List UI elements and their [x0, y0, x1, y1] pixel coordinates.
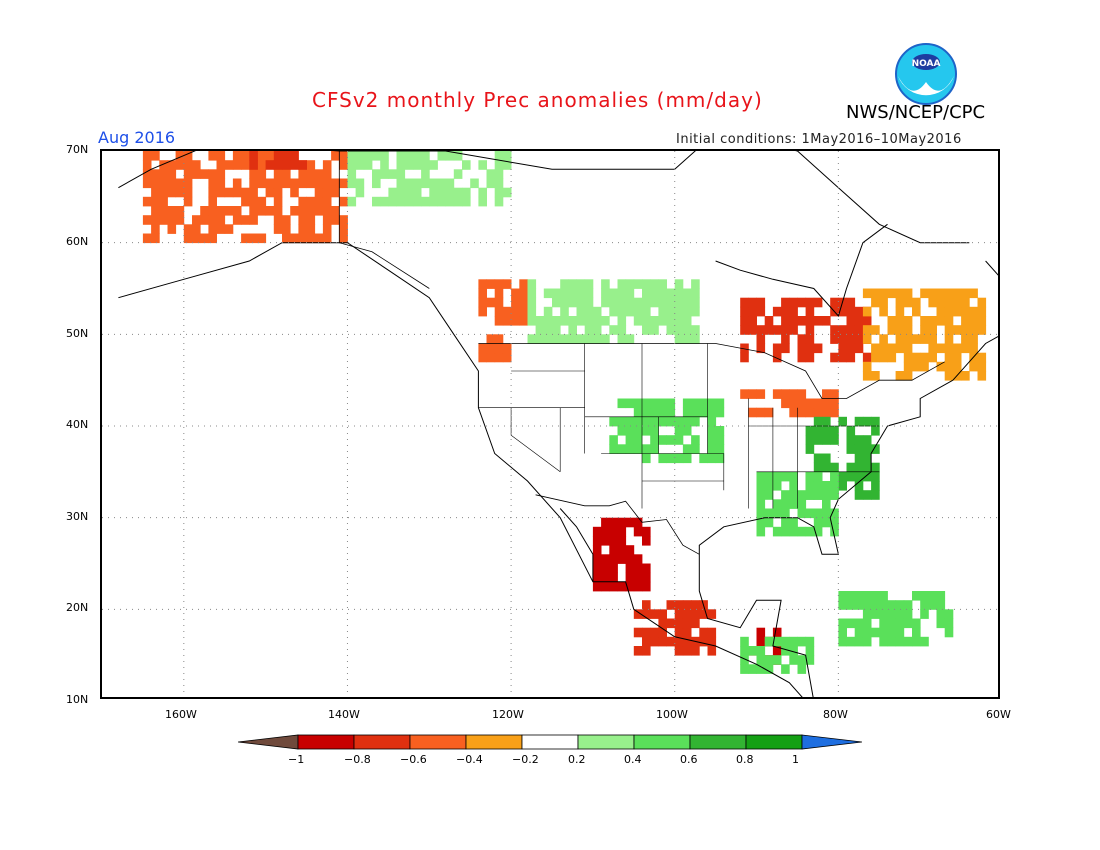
legend-swatch: [745, 734, 803, 750]
state-border: [510, 407, 561, 473]
legend-tick-label: 0.6: [680, 753, 698, 766]
initial-conditions-label: Initial conditions: 1May2016–10May2016: [676, 132, 962, 147]
political-border: [478, 343, 945, 399]
legend-swatch: [353, 734, 411, 750]
legend-tick-label: −0.4: [456, 753, 483, 766]
legend-tick-label: 0.2: [568, 753, 586, 766]
valid-month-label: Aug 2016: [98, 128, 176, 147]
lon-label: 120W: [492, 708, 524, 721]
lon-label: 140W: [328, 708, 360, 721]
lon-label: 100W: [656, 708, 688, 721]
anomaly-region: [249, 151, 307, 170]
legend-high-triangle: [801, 734, 862, 750]
lat-label: 10N: [66, 693, 89, 706]
political-border: [338, 151, 430, 289]
anomaly-region: [740, 297, 872, 363]
political-border: [535, 494, 700, 555]
noaa-logo-icon: NOAA: [895, 43, 957, 105]
anomaly-region: [592, 517, 651, 592]
legend-low-triangle: [238, 734, 299, 750]
legend-tick-label: 0.4: [624, 753, 642, 766]
lon-label: 60W: [986, 708, 1011, 721]
map-title: CFSv2 monthly Prec anomalies (mm/day): [312, 88, 763, 112]
legend-tick-label: −1: [288, 753, 305, 766]
lat-label: 70N: [66, 143, 89, 156]
anomaly-region: [838, 591, 954, 647]
lat-label: 20N: [66, 601, 89, 614]
coastline: [715, 223, 888, 318]
lon-label: 160W: [165, 708, 197, 721]
legend-tick-label: −0.6: [400, 753, 427, 766]
legend-swatch: [633, 734, 691, 750]
legend-swatch: [465, 734, 523, 750]
coastline: [952, 260, 998, 381]
color-legend: [238, 734, 862, 750]
noaa-logo: NOAA: [894, 42, 958, 110]
lon-label: 80W: [823, 708, 848, 721]
legend-swatch: [521, 734, 579, 750]
noaa-logo-text: NOAA: [912, 59, 941, 69]
anomaly-region: [609, 398, 725, 464]
legend-tick-label: −0.2: [512, 753, 539, 766]
anomaly-region: [478, 279, 528, 326]
legend-swatch: [577, 734, 635, 750]
legend-tick-label: −0.8: [344, 753, 371, 766]
anomaly-region: [740, 636, 815, 674]
legend-swatch: [409, 734, 467, 750]
map-canvas: [102, 151, 998, 697]
anomaly-region: [347, 151, 512, 207]
lat-label: 60N: [66, 235, 89, 248]
map-panel: [100, 149, 1000, 699]
coastline: [698, 379, 954, 697]
anomaly-region: [142, 151, 348, 244]
coastline: [559, 508, 594, 582]
anomaly-region: [478, 334, 512, 363]
anomaly-region: [740, 389, 839, 418]
lat-label: 50N: [66, 327, 89, 340]
lat-label: 30N: [66, 510, 89, 523]
anomaly-region: [756, 471, 839, 537]
legend-swatch: [689, 734, 747, 750]
lat-label: 40N: [66, 418, 89, 431]
anomaly-region: [633, 600, 717, 656]
coastline: [118, 242, 803, 697]
legend-swatch: [297, 734, 355, 750]
legend-tick-label: 1: [792, 753, 799, 766]
legend-tick-label: 0.8: [736, 753, 754, 766]
anomaly-region: [527, 279, 700, 344]
agency-label: NWS/NCEP/CPC: [846, 102, 986, 123]
